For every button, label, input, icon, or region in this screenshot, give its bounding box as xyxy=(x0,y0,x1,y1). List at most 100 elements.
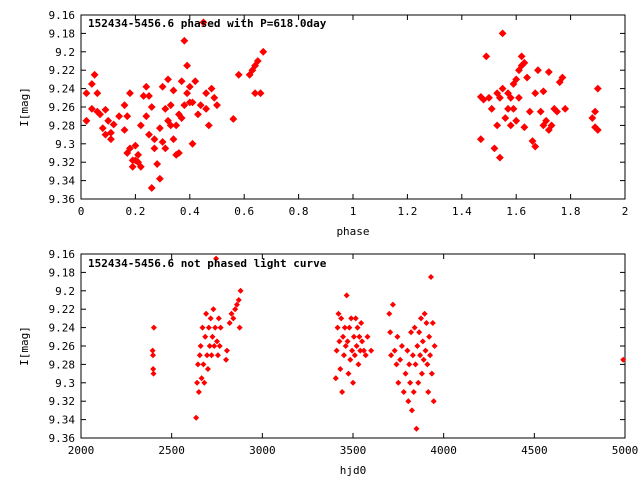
data-point xyxy=(216,342,223,350)
data-point xyxy=(107,135,115,144)
data-point xyxy=(208,352,215,359)
y-tick-label: 9.36 xyxy=(49,193,76,206)
data-point xyxy=(398,342,405,350)
data-point xyxy=(248,66,257,75)
data-point xyxy=(164,75,172,84)
data-point xyxy=(223,347,230,354)
data-point xyxy=(204,365,211,373)
data-point xyxy=(498,84,507,93)
data-point xyxy=(420,356,427,363)
data-point xyxy=(479,95,488,104)
data-point xyxy=(339,388,346,396)
data-point xyxy=(194,361,201,368)
data-point xyxy=(253,57,262,65)
data-point xyxy=(536,107,545,116)
data-point xyxy=(415,379,422,386)
x-axis-label: phase xyxy=(336,225,369,238)
data-point xyxy=(490,144,499,153)
data-point xyxy=(407,379,414,386)
data-points xyxy=(149,255,627,432)
data-point xyxy=(547,121,556,130)
data-point xyxy=(591,107,599,116)
data-point xyxy=(256,89,265,98)
y-tick-label: 9.3 xyxy=(55,377,75,390)
data-point xyxy=(337,365,344,373)
data-point xyxy=(164,116,172,125)
x-tick-label: 0.4 xyxy=(180,205,200,218)
data-point xyxy=(82,89,91,98)
data-point xyxy=(166,101,175,110)
data-point xyxy=(394,333,401,340)
plot-title: 152434-5456.6 not phased light curve xyxy=(88,257,327,270)
data-point xyxy=(213,255,220,262)
data-point xyxy=(87,104,96,113)
data-point xyxy=(235,296,242,304)
data-point xyxy=(405,398,412,405)
plot-title: 152434-5456.6 phased with P=618.0day xyxy=(88,17,327,30)
data-point xyxy=(362,352,369,359)
data-point xyxy=(207,315,214,322)
data-point xyxy=(233,301,240,308)
data-point xyxy=(344,338,351,345)
data-point xyxy=(402,370,409,377)
plot-frame xyxy=(80,253,626,439)
data-point xyxy=(126,89,134,98)
data-point xyxy=(523,73,531,82)
data-point xyxy=(191,77,200,86)
data-point xyxy=(534,66,542,75)
data-point xyxy=(188,98,197,107)
data-point xyxy=(424,361,431,368)
data-point xyxy=(506,121,515,130)
data-point xyxy=(421,310,428,317)
data-point xyxy=(413,425,420,432)
data-point xyxy=(200,361,207,368)
data-point xyxy=(204,121,213,130)
data-point xyxy=(153,160,162,168)
x-tick-label: 4000 xyxy=(430,444,457,457)
data-point xyxy=(588,114,597,122)
data-point xyxy=(509,80,518,88)
data-point xyxy=(495,153,504,162)
data-point xyxy=(410,388,417,396)
data-point xyxy=(542,116,551,125)
data-point xyxy=(123,112,132,121)
data-point xyxy=(206,342,213,350)
data-point xyxy=(509,104,518,113)
y-tick-label: 9.28 xyxy=(49,358,76,371)
data-point xyxy=(515,66,523,75)
data-point xyxy=(230,315,237,322)
data-point xyxy=(397,356,404,363)
data-point xyxy=(98,124,107,133)
data-point xyxy=(223,356,230,363)
data-point xyxy=(196,101,205,110)
data-point xyxy=(359,338,366,345)
data-point xyxy=(183,89,191,98)
data-point xyxy=(193,414,200,421)
data-point xyxy=(495,93,504,102)
data-point xyxy=(360,347,367,354)
data-point xyxy=(123,149,132,157)
y-tick-label: 9.16 xyxy=(49,248,76,261)
x-tick-label: 1.6 xyxy=(506,205,526,218)
data-point xyxy=(213,338,221,345)
data-point xyxy=(213,101,221,110)
data-point xyxy=(430,398,437,405)
data-point xyxy=(226,319,233,327)
data-point xyxy=(493,121,502,130)
data-point xyxy=(352,315,359,322)
x-tick-label: 2000 xyxy=(68,444,95,457)
data-point xyxy=(259,47,268,56)
data-point xyxy=(194,110,202,119)
y-tick-label: 9.26 xyxy=(49,340,76,353)
data-point xyxy=(417,315,425,322)
unphased-light-curve-plot: 9.16 9.18 9.2 9.22 9.24 9.26 9.28 9.3 9.32 9.34 9.… xyxy=(18,248,638,477)
data-point xyxy=(234,70,243,79)
data-point xyxy=(404,347,411,354)
data-point xyxy=(209,333,216,340)
data-point xyxy=(593,84,602,93)
y-tick-label: 9.24 xyxy=(49,83,76,96)
data-point xyxy=(389,301,396,308)
data-point xyxy=(425,388,432,396)
data-point xyxy=(175,149,183,157)
